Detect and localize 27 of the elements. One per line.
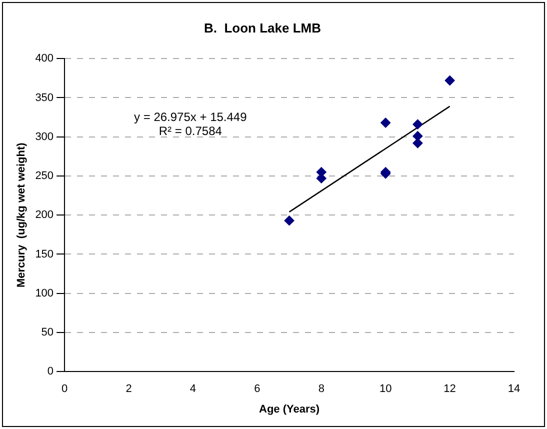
annotation: R² = 0.7584 (158, 124, 222, 138)
point (284, 216, 294, 226)
y-tick-label: 300 (35, 130, 54, 143)
y-tick-label: 350 (35, 92, 54, 104)
x-tick-label: 6 (254, 383, 260, 396)
y-tick-label: 100 (35, 287, 54, 300)
point (444, 76, 455, 86)
x-tick-label: 12 (444, 383, 456, 396)
x-tick-label: 2 (126, 383, 132, 396)
x-tick-label: 14 (508, 383, 520, 396)
y-axis-title: Mercury (ug/kg wet weight) (16, 142, 28, 288)
y-tick-label: 250 (35, 170, 54, 182)
x-axis-title: Age (Years) (259, 403, 320, 416)
y-tick-label: 150 (35, 248, 54, 260)
x-tick-label: 8 (318, 383, 324, 396)
annotation: y = 26.975x + 15.449 (134, 110, 248, 124)
y-tick-label: 200 (35, 209, 54, 222)
x-tick-label: 0 (61, 383, 68, 396)
x-tick-label: 4 (190, 383, 196, 396)
point (380, 118, 391, 128)
y-tick-label: 400 (35, 52, 54, 65)
chart-title: B. Loon Lake LMB (204, 20, 321, 36)
y-tick-label: 0 (47, 366, 54, 378)
y-tick-label: 50 (41, 326, 54, 339)
point (412, 119, 423, 130)
x-tick-label: 10 (379, 383, 392, 396)
point (412, 138, 423, 148)
